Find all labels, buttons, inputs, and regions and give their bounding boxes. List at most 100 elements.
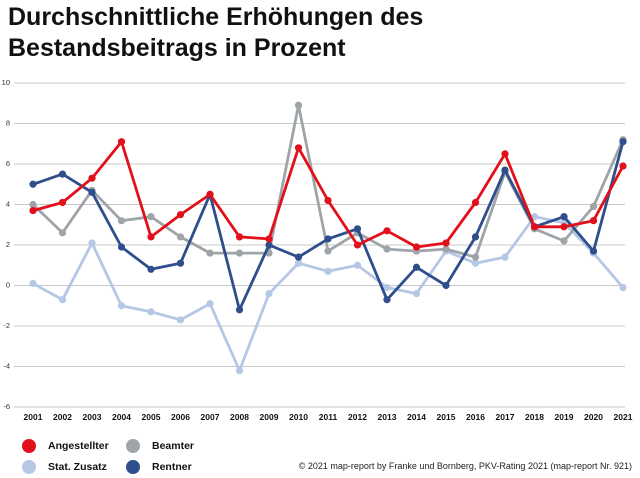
data-point-stat-zusatz (294, 259, 303, 267)
data-point-beamter (383, 245, 391, 253)
data-point-stat-zusatz (412, 290, 421, 298)
data-point-rentner (294, 253, 303, 261)
data-point-angestellter (117, 138, 126, 146)
x-tick-label: 2014 (407, 412, 426, 422)
x-tick-label: 2004 (112, 412, 131, 422)
data-point-angestellter (501, 150, 509, 158)
legend-label-stat-zusatz: Stat. Zusatz (48, 461, 107, 473)
source-note: © 2021 map-report by Franke und Bornberg… (298, 461, 632, 471)
data-point-rentner (265, 241, 273, 249)
x-tick-label: 2017 (496, 412, 515, 422)
data-point-angestellter (353, 241, 362, 249)
y-tick-label: 10 (2, 78, 10, 87)
data-point-angestellter (235, 233, 244, 241)
x-tick-label: 2001 (24, 412, 43, 422)
data-point-stat-zusatz (147, 308, 155, 316)
data-point-rentner (619, 138, 627, 146)
data-point-stat-zusatz (58, 296, 67, 304)
data-point-beamter (589, 202, 598, 211)
data-point-angestellter (412, 243, 421, 251)
x-tick-label: 2002 (53, 412, 72, 422)
data-point-rentner (442, 281, 450, 290)
data-point-beamter (147, 213, 155, 221)
data-point-angestellter (29, 206, 37, 215)
data-point-rentner (58, 170, 67, 178)
legend-label-rentner: Rentner (152, 461, 192, 473)
x-tick-label: 2008 (230, 412, 249, 422)
x-tick-label: 2009 (260, 412, 279, 422)
x-tick-label: 2018 (525, 412, 544, 422)
x-tick-label: 2006 (171, 412, 190, 422)
data-point-angestellter (324, 196, 332, 205)
chart-title: Durchschnittliche Erhöhungen des Bestand… (8, 3, 424, 62)
legend-swatch-rentner (126, 460, 140, 474)
data-point-beamter (324, 247, 332, 255)
data-point-angestellter (88, 174, 96, 182)
data-point-angestellter (442, 239, 450, 247)
legend-item-angestellter: Angestellter (22, 438, 109, 454)
legend: Angestellter Stat. Zusatz Beamter Rentne… (22, 438, 282, 478)
data-point-rentner (88, 188, 96, 196)
data-point-stat-zusatz (265, 290, 273, 298)
legend-label-angestellter: Angestellter (48, 440, 109, 452)
data-point-beamter (235, 249, 244, 257)
data-point-rentner (147, 265, 155, 273)
y-tick-label: 6 (6, 159, 10, 168)
data-point-beamter (471, 253, 480, 261)
legend-item-rentner: Rentner (126, 459, 192, 475)
data-point-beamter (442, 245, 450, 253)
data-point-beamter (29, 200, 37, 209)
x-tick-label: 2019 (555, 412, 574, 422)
data-point-stat-zusatz (501, 253, 509, 261)
data-point-angestellter (58, 198, 67, 207)
data-point-rentner (117, 243, 126, 251)
data-point-angestellter (147, 233, 155, 241)
data-point-rentner (471, 233, 480, 241)
data-point-stat-zusatz (619, 283, 627, 292)
data-point-angestellter (206, 190, 214, 198)
line-chart: 10 8 6 4 2 0 -2 -4 -6 2001 2002 2003 2004 2005 2006 200… (2, 78, 633, 422)
x-tick-label: 2015 (437, 412, 456, 422)
legend-swatch-angestellter (22, 439, 36, 453)
y-tick-label: -6 (3, 402, 10, 411)
data-point-rentner (176, 259, 185, 267)
data-point-beamter (206, 249, 214, 257)
legend-item-beamter: Beamter (126, 438, 194, 454)
data-point-rentner (560, 213, 568, 221)
data-point-stat-zusatz (235, 366, 244, 375)
data-point-rentner (589, 247, 598, 255)
data-point-angestellter (471, 198, 480, 207)
series-line-beamter (32, 103, 625, 259)
data-point-angestellter (265, 235, 273, 243)
data-point-rentner (324, 235, 332, 243)
legend-swatch-stat-zusatz (22, 460, 36, 474)
x-tick-label: 2013 (378, 412, 397, 422)
data-point-rentner (29, 180, 37, 188)
data-point-rentner (353, 225, 362, 233)
y-tick-label: 8 (6, 119, 10, 128)
data-point-rentner (501, 166, 509, 174)
data-point-beamter (117, 217, 126, 225)
data-point-stat-zusatz (29, 279, 37, 288)
data-point-stat-zusatz (206, 300, 214, 308)
data-point-stat-zusatz (117, 302, 126, 310)
data-point-angestellter (530, 223, 539, 231)
data-point-angestellter (589, 217, 598, 225)
data-point-stat-zusatz (383, 283, 391, 292)
x-tick-label: 2011 (319, 412, 338, 422)
x-tick-label: 2007 (201, 412, 220, 422)
data-point-stat-zusatz (88, 239, 96, 247)
x-tick-label: 2003 (83, 412, 102, 422)
y-tick-label: 4 (6, 200, 10, 209)
y-tick-label: -2 (3, 321, 10, 330)
x-tick-label: 2012 (348, 412, 367, 422)
data-point-beamter (294, 101, 303, 109)
x-tick-label: 2010 (289, 412, 308, 422)
legend-swatch-beamter (126, 439, 140, 453)
data-point-angestellter (619, 162, 627, 170)
x-tick-label: 2020 (584, 412, 603, 422)
data-point-stat-zusatz (471, 259, 480, 267)
data-point-beamter (560, 237, 568, 245)
y-tick-label: -4 (3, 362, 10, 371)
data-point-angestellter (383, 227, 391, 235)
